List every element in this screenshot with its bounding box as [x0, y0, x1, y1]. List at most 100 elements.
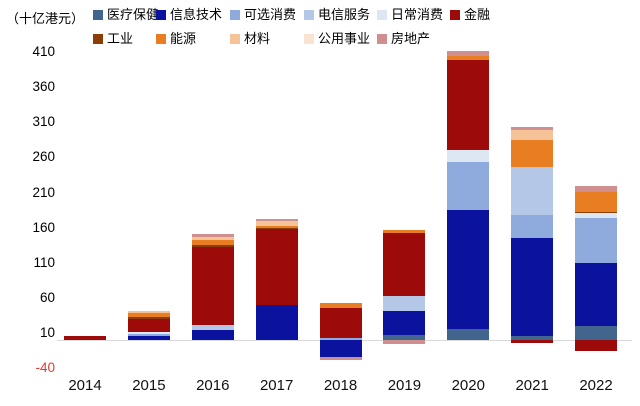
bar-segment: [383, 335, 426, 340]
legend-item: 能源: [156, 31, 196, 47]
bar-segment: [511, 215, 554, 239]
bar-segment: [127, 331, 170, 334]
y-axis-tick-label: 160: [32, 219, 55, 235]
bar-segment: [191, 330, 234, 340]
bar-segment: [383, 310, 426, 336]
bar-segment: [575, 262, 617, 326]
bar-segment: [64, 336, 106, 340]
legend-label: 电信服务: [318, 7, 371, 22]
bar-segment: [255, 304, 298, 340]
bar-segment: [127, 312, 170, 317]
bar-segment: [191, 245, 234, 248]
bar-segment: [127, 310, 170, 313]
bar-segment: [383, 340, 426, 344]
legend-item: 可选消费: [230, 7, 296, 23]
legend-swatch-icon: [156, 10, 166, 20]
legend-label: 公用事业: [318, 31, 371, 46]
legend-swatch-icon: [156, 34, 166, 44]
legend-item: 公用事业: [304, 31, 370, 47]
y-axis-tick-label: 360: [32, 79, 55, 95]
bar-segment: [191, 240, 234, 246]
bar-segment: [511, 336, 554, 340]
bar-segment: [447, 149, 490, 163]
bar-segment: [447, 51, 490, 56]
x-axis-label: 2018: [323, 377, 358, 394]
bar-segment: [255, 227, 298, 230]
y-axis-tick-label: 110: [33, 254, 55, 270]
bar-segment: [255, 229, 298, 305]
bar-segment: [319, 308, 362, 338]
y-axis-tick-label: 410: [32, 44, 55, 60]
bar-segment: [255, 226, 298, 228]
bar-segment: [575, 217, 617, 263]
bar-segment: [511, 166, 554, 216]
bar-segment: [511, 130, 554, 140]
legend-label: 金融: [464, 7, 491, 22]
bar-segment: [575, 325, 617, 340]
legend-label: 房地产: [391, 31, 431, 46]
bar-segment: [127, 335, 170, 340]
legend-swatch-icon: [377, 34, 387, 44]
bar-segment: [575, 211, 617, 213]
legend-label: 日常消费: [391, 7, 444, 22]
bar-segment: [383, 230, 426, 234]
legend-swatch-icon: [230, 34, 240, 44]
legend-swatch-icon: [230, 10, 240, 20]
x-axis-label: 2022: [579, 377, 613, 394]
bar-segment: [575, 185, 617, 192]
bar-segment: [191, 236, 234, 241]
x-axis-label: 2020: [451, 377, 485, 394]
bar-segment: [255, 221, 298, 227]
bar-segment: [191, 324, 234, 331]
bar-segment: [319, 337, 362, 340]
bar-segment: [447, 329, 490, 340]
x-axis-label: 2016: [196, 377, 230, 394]
bar-segment: [127, 316, 170, 319]
bar-segment: [447, 59, 490, 150]
legend-swatch-icon: [304, 10, 314, 20]
bar-segment: [191, 233, 234, 237]
bar-segment: [511, 340, 554, 343]
bar-segment: [511, 126, 554, 131]
legend-label: 工业: [107, 31, 134, 46]
legend-item: 工业: [93, 31, 133, 47]
y-axis-tick-label: 210: [32, 184, 55, 200]
bar-segment: [447, 210, 490, 330]
legend-swatch-icon: [377, 10, 387, 20]
legend-item: 材料: [230, 31, 270, 47]
legend-item: 电信服务: [304, 7, 370, 23]
bar-segment: [319, 356, 362, 360]
legend-swatch-icon: [93, 10, 103, 20]
y-axis-tick-label: 310: [32, 114, 55, 130]
bar-segment: [575, 212, 617, 218]
x-axis-label: 2015: [132, 377, 166, 394]
x-axis-label: 2019: [387, 377, 422, 394]
bar-segment: [255, 219, 298, 222]
legend-label: 信息技术: [170, 7, 223, 22]
x-axis-label: 2021: [515, 377, 549, 394]
y-axis-tick-label: 60: [39, 289, 55, 305]
x-axis-label: 2014: [68, 377, 102, 394]
legend-item: 日常消费: [377, 7, 443, 23]
bar-segment: [127, 318, 170, 332]
legend-swatch-icon: [450, 10, 460, 20]
bar-segment: [383, 296, 426, 311]
y-axis-tick-label: -40: [35, 360, 55, 376]
chart-unit-label: （十亿港元）: [6, 11, 85, 26]
legend-item: 房地产: [377, 31, 430, 47]
y-axis-tick-label: 260: [32, 149, 55, 165]
legend-item: 金融: [450, 7, 490, 23]
bar-segment: [447, 162, 490, 211]
bar-segment: [447, 55, 490, 60]
bar-segment: [575, 191, 617, 212]
legend-swatch-icon: [304, 34, 314, 44]
legend: 医疗保健 信息技术 可选消费 电信服务 日常消费 金融工业 能源 材料 公用事业 房地产: [0, 0, 640, 52]
legend-swatch-icon: [93, 34, 103, 44]
legend-item: 医疗保健: [93, 7, 159, 23]
legend-label: 医疗保健: [107, 7, 160, 22]
legend-label: 能源: [170, 31, 197, 46]
bar-segment: [575, 340, 617, 351]
bar-segment: [127, 333, 170, 336]
